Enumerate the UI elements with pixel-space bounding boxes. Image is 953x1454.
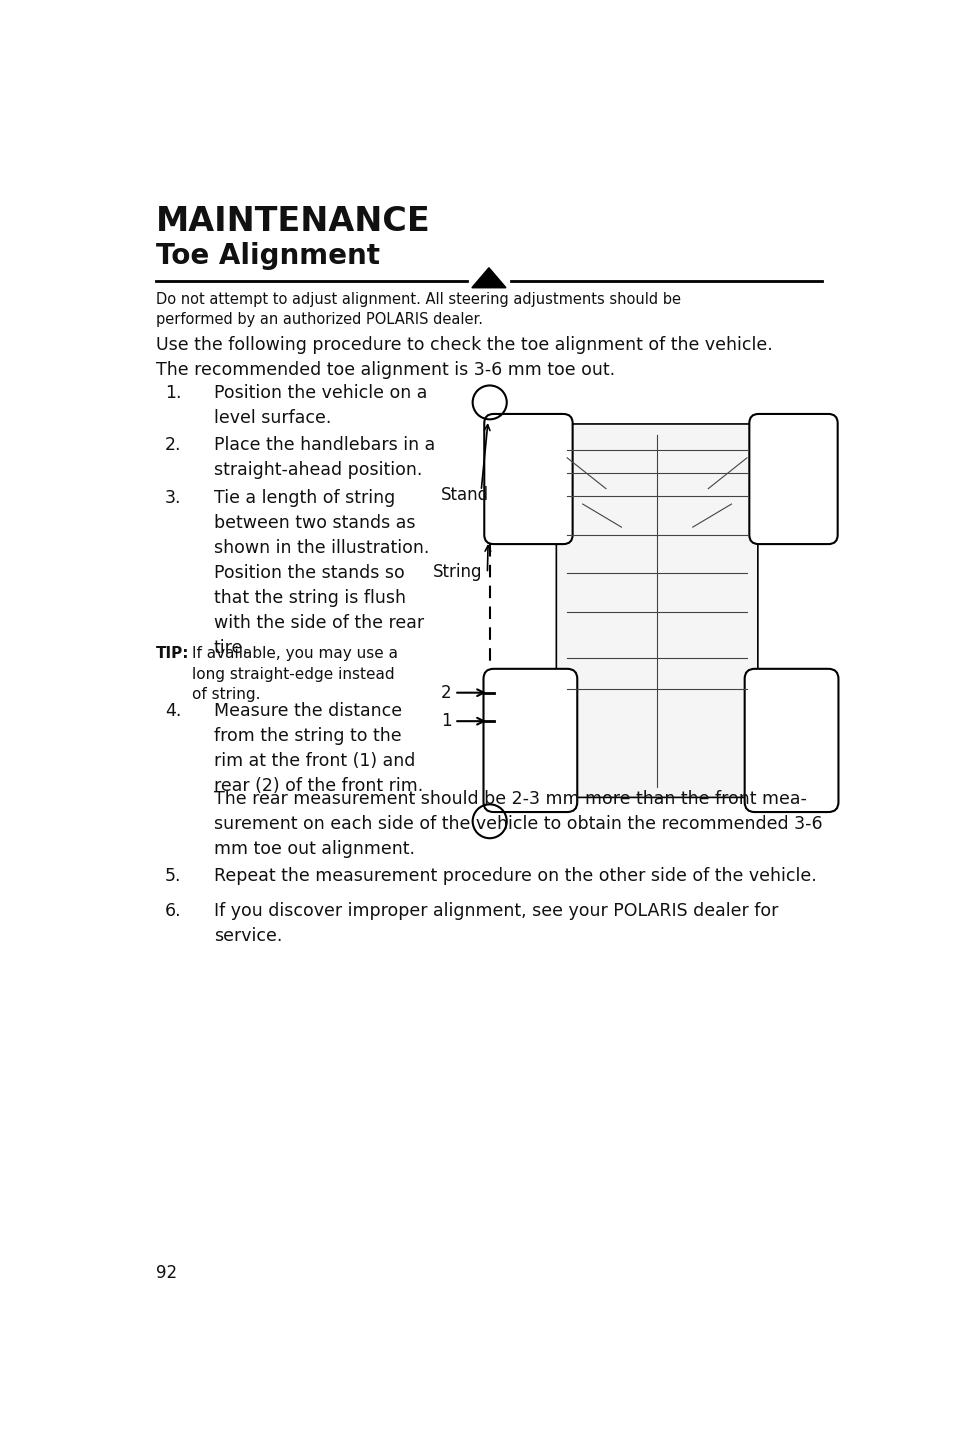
Text: TIP:: TIP:	[155, 647, 189, 662]
Text: 92: 92	[155, 1264, 176, 1282]
Text: 1: 1	[440, 712, 483, 730]
Text: If you discover improper alignment, see your POLARIS dealer for
service.: If you discover improper alignment, see …	[213, 901, 778, 945]
Text: 2: 2	[440, 683, 483, 702]
Text: String: String	[433, 563, 482, 580]
FancyBboxPatch shape	[484, 414, 572, 544]
Text: 6.: 6.	[165, 901, 181, 920]
Text: Measure the distance
from the string to the
rim at the front (1) and
rear (2) of: Measure the distance from the string to …	[213, 702, 422, 795]
Text: If available, you may use a
long straight-edge instead
of string.: If available, you may use a long straigh…	[192, 647, 397, 702]
Text: Stand: Stand	[440, 486, 489, 503]
Text: 4.: 4.	[165, 702, 181, 720]
FancyBboxPatch shape	[748, 414, 837, 544]
Text: Tie a length of string
between two stands as
shown in the illustration.
Position: Tie a length of string between two stand…	[213, 489, 429, 657]
FancyBboxPatch shape	[744, 669, 838, 811]
Text: Do not attempt to adjust alignment. All steering adjustments should be
performed: Do not attempt to adjust alignment. All …	[155, 291, 679, 327]
Text: Toe Alignment: Toe Alignment	[155, 243, 379, 270]
Text: 5.: 5.	[165, 868, 181, 885]
FancyBboxPatch shape	[483, 669, 577, 811]
Text: 3.: 3.	[165, 489, 181, 506]
Text: Place the handlebars in a
straight-ahead position.: Place the handlebars in a straight-ahead…	[213, 436, 435, 480]
Text: 2.: 2.	[165, 436, 181, 454]
Text: MAINTENANCE: MAINTENANCE	[155, 205, 430, 238]
Text: Position the vehicle on a
level surface.: Position the vehicle on a level surface.	[213, 384, 427, 427]
Text: Repeat the measurement procedure on the other side of the vehicle.: Repeat the measurement procedure on the …	[213, 868, 816, 885]
FancyBboxPatch shape	[556, 425, 757, 797]
Polygon shape	[472, 268, 505, 288]
Text: 1.: 1.	[165, 384, 181, 401]
Text: The rear measurement should be 2-3 mm more than the front mea-
surement on each : The rear measurement should be 2-3 mm mo…	[213, 791, 821, 858]
Text: Use the following procedure to check the toe alignment of the vehicle.
The recom: Use the following procedure to check the…	[155, 336, 772, 379]
